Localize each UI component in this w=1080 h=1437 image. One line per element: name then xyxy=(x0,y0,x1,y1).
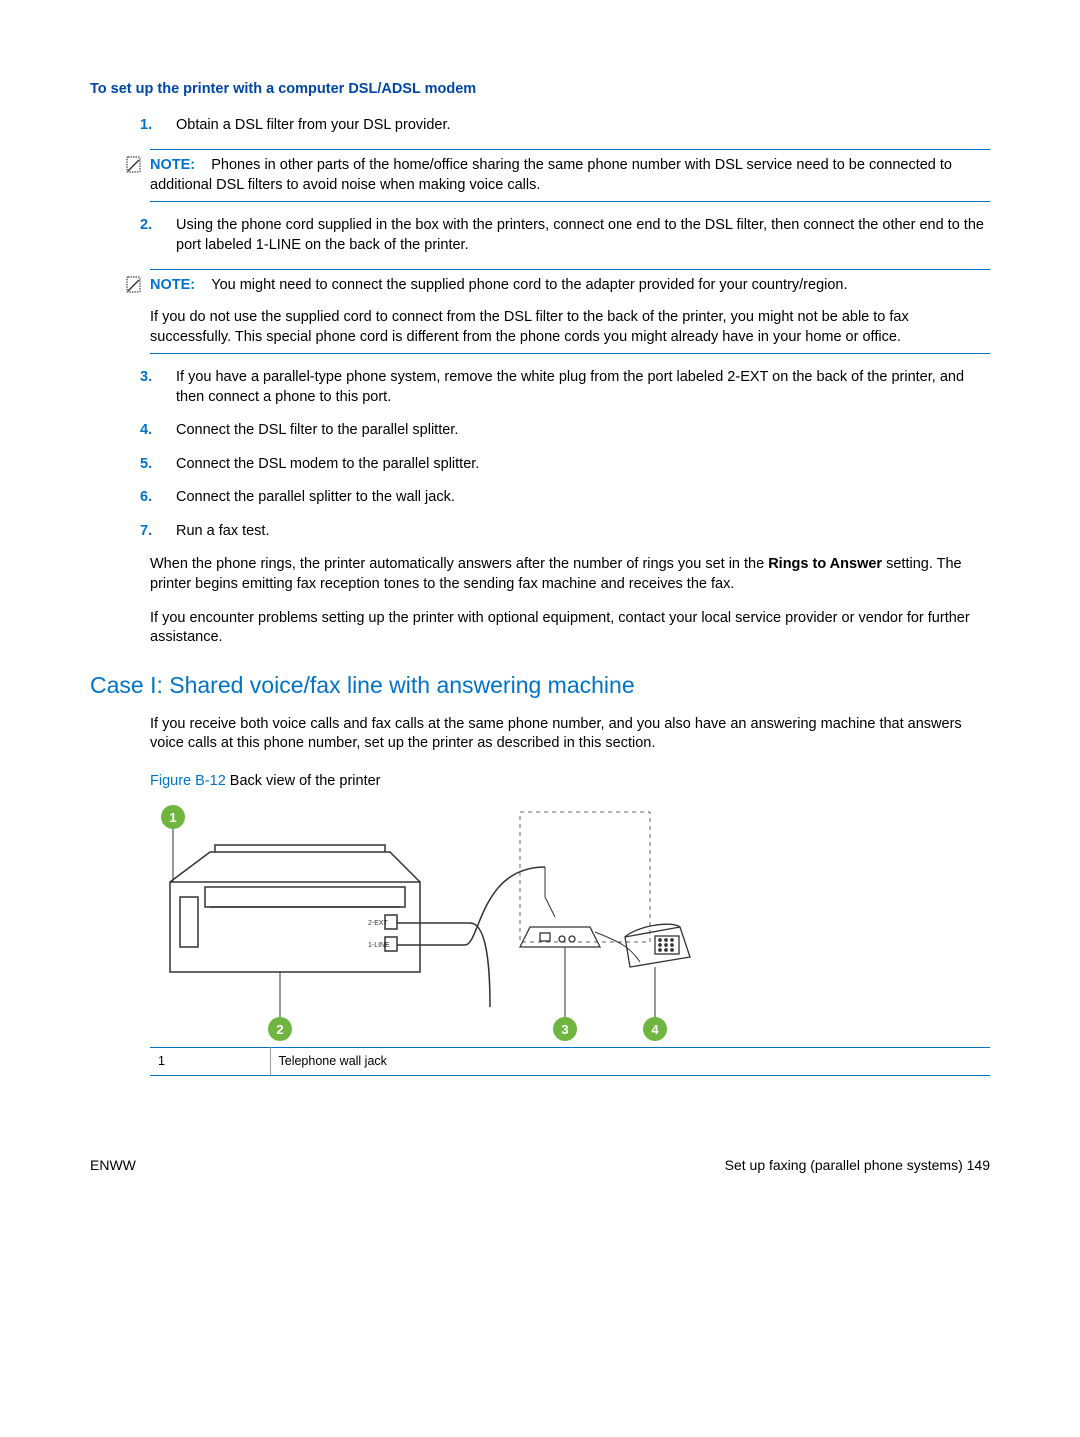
svg-text:4: 4 xyxy=(651,1022,659,1037)
step-number: 3. xyxy=(140,368,152,388)
case-intro: If you receive both voice calls and fax … xyxy=(150,715,990,754)
note-icon xyxy=(124,274,144,294)
table-row: 1 Telephone wall jack xyxy=(150,1048,990,1076)
note-label: NOTE: xyxy=(150,277,195,293)
step-item: 3. If you have a parallel-type phone sys… xyxy=(176,368,990,407)
page-footer: ENWW Set up faxing (parallel phone syste… xyxy=(90,1156,990,1175)
step-text: Using the phone cord supplied in the box… xyxy=(176,217,984,253)
steps-list: 1. Obtain a DSL filter from your DSL pro… xyxy=(90,116,990,136)
svg-text:1-LINE: 1-LINE xyxy=(368,942,390,949)
step-text: Obtain a DSL filter from your DSL provid… xyxy=(176,117,451,133)
note-box: NOTE: Phones in other parts of the home/… xyxy=(150,149,990,202)
step-item: 5. Connect the DSL modem to the parallel… xyxy=(176,455,990,475)
step-number: 4. xyxy=(140,421,152,441)
step-item: 7. Run a fax test. xyxy=(176,522,990,542)
step-text: Run a fax test. xyxy=(176,523,270,539)
step-item: 6. Connect the parallel splitter to the … xyxy=(176,488,990,508)
body-paragraph: When the phone rings, the printer automa… xyxy=(150,555,990,594)
figure-caption-text: Back view of the printer xyxy=(226,773,381,789)
step-text: Connect the parallel splitter to the wal… xyxy=(176,489,455,505)
svg-text:2-EXT: 2-EXT xyxy=(368,920,389,927)
step-number: 1. xyxy=(140,116,152,136)
section-heading: To set up the printer with a computer DS… xyxy=(90,80,990,100)
figure-label: Figure B-12 xyxy=(150,773,226,789)
paragraph-text: When the phone rings, the printer automa… xyxy=(150,556,768,572)
step-text: Connect the DSL modem to the parallel sp… xyxy=(176,456,479,472)
case-heading: Case I: Shared voice/fax line with answe… xyxy=(90,670,990,701)
note-icon xyxy=(124,154,144,174)
bold-term: Rings to Answer xyxy=(768,556,882,572)
body-paragraph: If you encounter problems setting up the… xyxy=(150,609,990,648)
footer-right: Set up faxing (parallel phone systems) 1… xyxy=(725,1156,990,1175)
note-label: NOTE: xyxy=(150,157,195,173)
steps-list: 3. If you have a parallel-type phone sys… xyxy=(90,368,990,541)
svg-text:2: 2 xyxy=(276,1022,283,1037)
step-item: 2. Using the phone cord supplied in the … xyxy=(176,216,990,255)
figure-caption: Figure B-12 Back view of the printer xyxy=(150,772,990,792)
printer-diagram: 2-EXT 1-LINE 1 2 3 4 xyxy=(150,797,710,1047)
step-number: 5. xyxy=(140,455,152,475)
legend-text: Telephone wall jack xyxy=(270,1048,990,1076)
legend-num: 1 xyxy=(150,1048,270,1076)
steps-list: 2. Using the phone cord supplied in the … xyxy=(90,216,990,255)
step-number: 2. xyxy=(140,216,152,236)
note-box: NOTE: You might need to connect the supp… xyxy=(150,269,990,354)
legend-table: 1 Telephone wall jack xyxy=(150,1047,990,1076)
step-number: 7. xyxy=(140,522,152,542)
step-number: 6. xyxy=(140,488,152,508)
step-item: 4. Connect the DSL filter to the paralle… xyxy=(176,421,990,441)
note-text: You might need to connect the supplied p… xyxy=(211,277,847,293)
step-text: If you have a parallel-type phone system… xyxy=(176,369,964,405)
note-paragraph: If you do not use the supplied cord to c… xyxy=(150,308,990,347)
step-item: 1. Obtain a DSL filter from your DSL pro… xyxy=(176,116,990,136)
note-text: Phones in other parts of the home/office… xyxy=(150,157,952,193)
footer-left: ENWW xyxy=(90,1156,136,1175)
svg-text:3: 3 xyxy=(561,1022,568,1037)
note-text xyxy=(199,277,211,293)
step-text: Connect the DSL filter to the parallel s… xyxy=(176,422,458,438)
note-text xyxy=(199,157,211,173)
svg-text:1: 1 xyxy=(169,810,176,825)
